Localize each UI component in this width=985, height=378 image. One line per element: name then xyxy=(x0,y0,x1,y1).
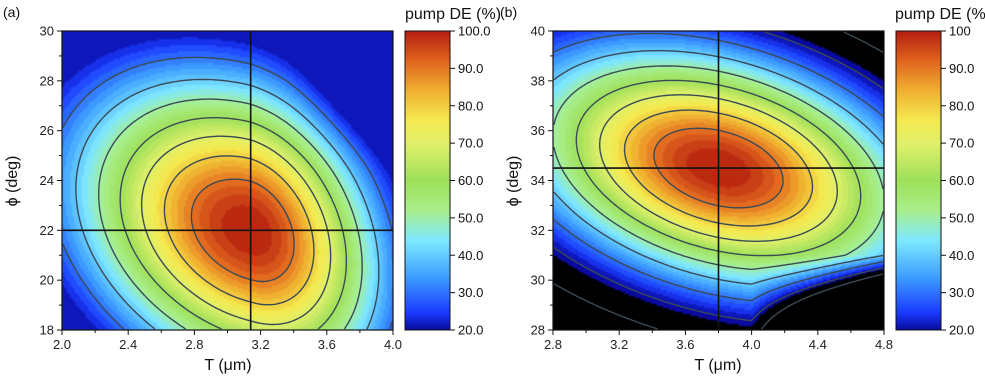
x-tick-label: 3.6 xyxy=(318,337,336,352)
contour-line xyxy=(623,109,814,227)
colorbar-tick-label: 100 xyxy=(949,24,971,39)
x-tick-label: 2.8 xyxy=(544,337,562,352)
contour-line xyxy=(553,32,884,302)
y-ticks-b: 28 30 32 34 36 38 40 xyxy=(531,24,553,338)
y-tick-label: 18 xyxy=(40,323,54,338)
x-tick-label: 2.8 xyxy=(185,337,203,352)
y-tick-label: 26 xyxy=(40,123,54,138)
y-tick-label: 34 xyxy=(531,173,545,188)
contour-line xyxy=(553,31,884,330)
contour-lines-b xyxy=(553,31,884,330)
x-tick-label: 4.0 xyxy=(384,337,402,352)
colorbar-tick-label: 100.0 xyxy=(458,24,491,39)
colorbar-title-b: pump DE (%) xyxy=(895,6,985,23)
contour-line xyxy=(653,127,784,209)
y-ticks-a: 18 20 22 24 26 28 30 xyxy=(40,24,62,338)
x-tick-label: 4.4 xyxy=(809,337,827,352)
y-tick-label: 20 xyxy=(40,273,54,288)
colorbar-tick-label: 40.0 xyxy=(949,248,974,263)
contour-line xyxy=(98,98,363,330)
x-tick-label: 4.0 xyxy=(743,337,761,352)
y-tick-label: 30 xyxy=(531,273,545,288)
colorbar-tick-label: 70.0 xyxy=(458,136,483,151)
colorbar-gradient-b xyxy=(895,30,942,331)
colorbar-tick-label: 20.0 xyxy=(458,323,483,338)
colorbar-ticks-a: 100.0 90.0 80.0 70.0 60.0 50.0 40.0 30.0 20.0 xyxy=(450,24,491,338)
colorbar-a: pump DE (%) 100.0 90.0 80.0 70.0 60.0 50.0 40.… xyxy=(404,6,501,338)
x-tick-label: 4.8 xyxy=(875,337,893,352)
colorbar-title-a: pump DE (%) xyxy=(405,6,501,23)
colorbar-b: pump DE (%) 100 90.0 80.0 70.0 60.0 50.0 40.0 3… xyxy=(895,6,985,338)
colorbar-tick-label: 90.0 xyxy=(458,61,483,76)
contour-line xyxy=(163,155,315,306)
x-tick-label: 3.6 xyxy=(676,337,694,352)
y-tick-label: 28 xyxy=(531,323,545,338)
panel-a: (a) 2.0 2.4 2.8 3.2 3.6 4.0 18 20 22 24 26 28 30 T … xyxy=(3,4,402,374)
panel-b: (b) 2.8 3.2 3.6 4.0 4.4 4.8 28 30 32 34 36 38 40 T … xyxy=(500,4,893,374)
contour-lines-a xyxy=(62,56,393,330)
y-tick-label: 28 xyxy=(40,73,54,88)
colorbar-tick-label: 80.0 xyxy=(458,98,483,113)
x-ticks-a: 2.0 2.4 2.8 3.2 3.6 4.0 xyxy=(53,330,402,352)
contour-line xyxy=(119,117,348,330)
contour-line xyxy=(62,56,393,330)
y-tick-label: 40 xyxy=(531,24,545,39)
contour-line xyxy=(575,79,862,257)
y-tick-label: 22 xyxy=(40,223,54,238)
contour-line xyxy=(140,135,332,326)
x-axis-label-a: T (μm) xyxy=(204,357,251,374)
colorbar-tick-label: 60.0 xyxy=(458,173,483,188)
y-axis-label-a: ϕ (deg) xyxy=(4,156,21,207)
colorbar-tick-label: 30.0 xyxy=(458,285,483,300)
colorbar-ticks-b: 100 90.0 80.0 70.0 60.0 50.0 40.0 30.0 20.0 xyxy=(941,24,974,338)
optimum-crosshair-a xyxy=(62,31,393,330)
colorbar-tick-label: 90.0 xyxy=(949,61,974,76)
colorbar-tick-label: 40.0 xyxy=(458,248,483,263)
optimum-crosshair-b xyxy=(553,31,884,330)
colorbar-tick-label: 30.0 xyxy=(949,285,974,300)
x-tick-label: 3.2 xyxy=(252,337,270,352)
contour-line xyxy=(190,178,295,283)
y-tick-label: 36 xyxy=(531,123,545,138)
contour-line xyxy=(75,78,380,330)
y-tick-label: 30 xyxy=(40,24,54,39)
x-tick-label: 2.0 xyxy=(53,337,71,352)
y-tick-label: 38 xyxy=(531,73,545,88)
x-axis-label-b: T (μm) xyxy=(694,357,741,374)
x-ticks-b: 2.8 3.2 3.6 4.0 4.4 4.8 xyxy=(544,330,893,352)
colorbar-gradient-a xyxy=(404,30,451,331)
heatmap-a xyxy=(62,31,393,330)
contour-line xyxy=(553,31,884,322)
panel-label-a: (a) xyxy=(3,4,20,20)
y-axis-label-b: ϕ (deg) xyxy=(505,156,522,207)
y-tick-label: 24 xyxy=(40,173,54,188)
y-tick-label: 32 xyxy=(531,223,545,238)
colorbar-tick-label: 20.0 xyxy=(949,323,974,338)
colorbar-tick-label: 50.0 xyxy=(458,210,483,225)
colorbar-tick-label: 80.0 xyxy=(949,98,974,113)
colorbar-tick-label: 50.0 xyxy=(949,210,974,225)
colorbar-tick-label: 60.0 xyxy=(949,173,974,188)
x-tick-label: 3.2 xyxy=(610,337,628,352)
colorbar-tick-label: 70.0 xyxy=(949,136,974,151)
contour-line xyxy=(553,50,884,285)
x-tick-label: 2.4 xyxy=(119,337,137,352)
contour-line xyxy=(553,65,884,271)
panel-label-b: (b) xyxy=(500,4,517,20)
